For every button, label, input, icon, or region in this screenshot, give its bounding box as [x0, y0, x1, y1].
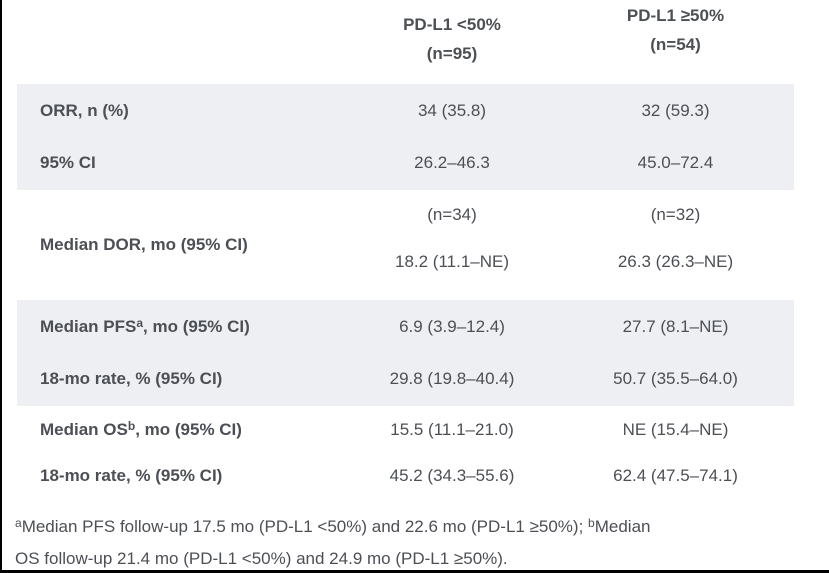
table-row-os-18mo-rate: 18-mo rate, % (95% CI) 45.2 (34.3–55.6) …: [17, 453, 794, 499]
label-text: Median PFS: [40, 317, 137, 336]
dor-value: 18.2 (11.1–NE): [394, 252, 510, 271]
column-header-line1: PD-L1 ≥50%: [626, 6, 725, 25]
column-header-line1: PD-L1 <50%: [403, 15, 501, 34]
table-row-os: Median OSb, mo (95% CI) 15.5 (11.1–21.0)…: [17, 407, 794, 453]
section-pfs: Median PFSa, mo (95% CI) 6.9 (3.9–12.4) …: [17, 300, 794, 406]
cell-pfs-rate-ge50: 50.7 (35.5–64.0): [613, 369, 738, 388]
table-row-pfs-18mo-rate: 18-mo rate, % (95% CI) 29.8 (19.8–40.4) …: [17, 353, 794, 405]
table-row-orr: ORR, n (%) 34 (35.8) 32 (59.3): [17, 85, 794, 137]
column-header-line2: (n=95): [426, 44, 478, 63]
cell-pfs-ge50: 27.7 (8.1–NE): [622, 317, 729, 336]
footnote-marker-b: b: [127, 419, 136, 433]
cell-os-lt50: 15.5 (11.1–21.0): [390, 420, 514, 439]
cell-ci-ge50: 45.0–72.4: [637, 153, 714, 172]
label-text: , mo (95% CI): [143, 317, 250, 336]
footnote-line-1: aMedian PFS follow-up 17.5 mo (PD-L1 <50…: [15, 511, 799, 543]
cell-orr-ge50: 32 (59.3): [641, 101, 710, 120]
footnote-text: Median PFS follow-up 17.5 mo (PD-L1 <50%…: [21, 517, 589, 536]
efficacy-outcomes-table: PD-L1 <50% (n=95) PD-L1 ≥50% (n=54) ORR,…: [17, 0, 794, 500]
row-label: ORR, n (%): [40, 101, 129, 120]
column-header-pdl1-ge50: PD-L1 ≥50% (n=54): [557, 0, 794, 59]
row-label: Median OSb, mo (95% CI): [17, 420, 347, 440]
cell-orr-lt50: 34 (35.8): [417, 101, 487, 120]
table-row-pfs: Median PFSa, mo (95% CI) 6.9 (3.9–12.4) …: [17, 301, 794, 353]
footnote-marker-a: a: [15, 516, 22, 530]
footnote-marker-b: b: [588, 516, 595, 530]
footnote-text: Median: [594, 517, 651, 536]
cell-dor-lt50: (n=34) 18.2 (11.1–NE): [347, 190, 557, 300]
row-label: 18-mo rate, % (95% CI): [40, 466, 223, 485]
label-text: , mo (95% CI): [135, 420, 242, 439]
row-label: Median PFSa, mo (95% CI): [17, 317, 347, 337]
cell-os-rate-ge50: 62.4 (47.5–74.1): [613, 466, 738, 485]
label-text: Median OS: [40, 420, 128, 439]
column-header-pdl1-lt50: PD-L1 <50% (n=95): [347, 0, 557, 68]
dor-value: 26.3 (26.3–NE): [617, 252, 734, 271]
footnote: aMedian PFS follow-up 17.5 mo (PD-L1 <50…: [15, 511, 799, 570]
section-os: Median OSb, mo (95% CI) 15.5 (11.1–21.0)…: [17, 406, 794, 500]
cell-pfs-lt50: 6.9 (3.9–12.4): [399, 317, 505, 336]
footnote-line-2: OS follow-up 21.4 mo (PD-L1 <50%) and 24…: [15, 549, 508, 568]
dor-n-count: (n=34): [427, 205, 477, 224]
column-header-line2: (n=54): [650, 35, 701, 54]
row-label: 95% CI: [40, 153, 96, 172]
footnote-marker-a: a: [136, 316, 144, 330]
table-header-row: PD-L1 <50% (n=95) PD-L1 ≥50% (n=54): [17, 0, 794, 84]
section-dor: Median DOR, mo (95% CI) (n=34) 18.2 (11.…: [17, 190, 794, 300]
cell-os-ge50: NE (15.4–NE): [622, 420, 729, 439]
row-label: Median DOR, mo (95% CI): [40, 235, 248, 254]
table-row-95ci: 95% CI 26.2–46.3 45.0–72.4: [17, 137, 794, 189]
section-orr: ORR, n (%) 34 (35.8) 32 (59.3) 95% CI 26…: [17, 84, 794, 190]
cell-os-rate-lt50: 45.2 (34.3–55.6): [389, 466, 515, 485]
row-label: 18-mo rate, % (95% CI): [40, 369, 223, 388]
cell-dor-ge50: (n=32) 26.3 (26.3–NE): [557, 190, 794, 300]
cell-pfs-rate-lt50: 29.8 (19.8–40.4): [389, 369, 515, 388]
dor-n-count: (n=32): [650, 205, 701, 224]
cell-ci-lt50: 26.2–46.3: [414, 153, 490, 172]
